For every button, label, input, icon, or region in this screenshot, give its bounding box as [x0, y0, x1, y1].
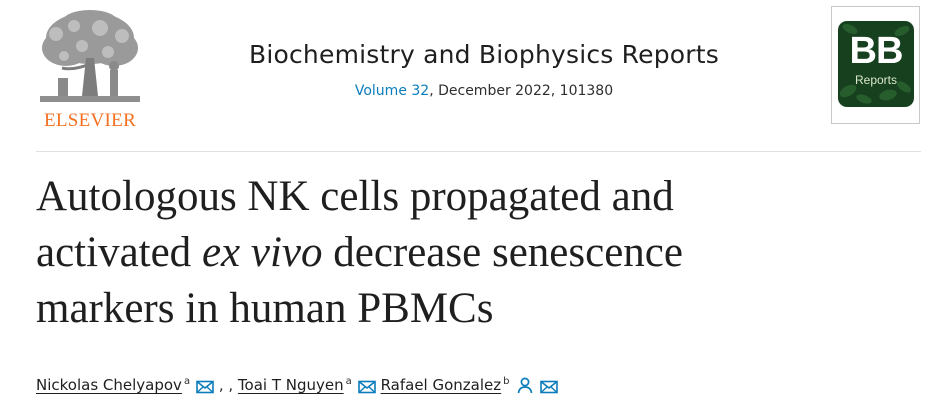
article-title: Autologous NK cells propagated and activ… [36, 169, 906, 337]
affiliation-sup[interactable]: a [345, 376, 352, 387]
title-line-3: markers in human PBMCs [36, 285, 494, 332]
cover-leaf-pattern-icon [839, 24, 911, 104]
author-link[interactable]: Toai T Nguyen [237, 376, 344, 394]
author-entry: Toai T Nguyen a [238, 376, 381, 394]
envelope-icon[interactable] [357, 378, 376, 400]
cover-reports-text: Reports [854, 73, 898, 87]
cover-image: BB Reports [838, 21, 914, 107]
volume-link[interactable]: Volume 32 [354, 83, 430, 99]
issue-line: Volume 32, December 2022, 101380 [150, 82, 818, 100]
title-line-2-start: activated [36, 229, 202, 276]
publisher-logo[interactable]: ELSEVIER [36, 8, 144, 131]
affiliation-sup[interactable]: b [503, 376, 510, 387]
journal-block: Biochemistry and Biophysics Reports Volu… [150, 38, 818, 100]
author-list: Nickolas Chelyapov a , , Toai T Nguyen a R… [36, 371, 916, 400]
author-link[interactable]: Nickolas Chelyapov [36, 376, 182, 394]
header-divider [36, 151, 921, 152]
author-separator: , , [214, 376, 238, 394]
publisher-name: ELSEVIER [43, 110, 137, 131]
journal-cover[interactable]: BB Reports [831, 6, 920, 124]
issue-date-number: , December 2022, 101380 [429, 83, 614, 99]
title-line-2-end: decrease senescence [322, 229, 683, 276]
envelope-icon[interactable] [539, 378, 558, 400]
affiliation-sup[interactable]: a [183, 376, 191, 387]
elsevier-tree-logo-icon [40, 10, 140, 102]
journal-title-link[interactable]: Biochemistry and Biophysics Reports [249, 40, 719, 69]
title-line-2: activated ex vivo decrease senescence [36, 225, 906, 281]
person-icon[interactable] [516, 376, 534, 400]
author-link[interactable]: Rafael Gonzalez [380, 376, 502, 394]
cover-bb-text: BB [849, 30, 904, 72]
author-entry: Nickolas Chelyapov a , , [36, 376, 238, 394]
envelope-icon[interactable] [196, 378, 214, 400]
title-italic-term: ex vivo [201, 229, 323, 276]
title-line-1: Autologous NK cells propagated and [36, 173, 674, 220]
author-entry: Rafael Gonzalez b [381, 376, 558, 394]
